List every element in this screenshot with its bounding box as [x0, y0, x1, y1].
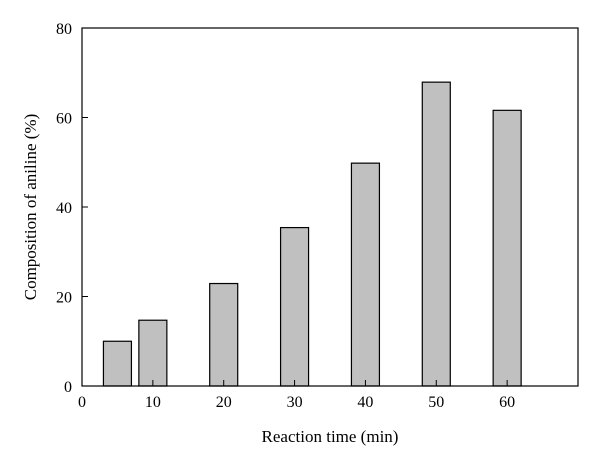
bar-5-min	[102, 340, 133, 387]
y-tick-label: 60	[56, 111, 72, 128]
y-tick-label: 20	[56, 290, 72, 307]
x-tick-label: 50	[428, 394, 444, 411]
y-tick-label: 80	[56, 21, 72, 38]
bar-30-min	[279, 226, 310, 387]
plot-frame	[81, 27, 579, 387]
x-tick-label: 40	[357, 394, 373, 411]
bar-60-min	[492, 109, 522, 387]
x-axis-label: Reaction time (min)	[262, 427, 399, 446]
x-tick-label: 60	[499, 394, 515, 411]
y-axis-ticks: 0 20 40 60 80	[56, 21, 88, 396]
bar-50-min	[421, 81, 451, 387]
x-tick-label: 20	[216, 394, 232, 411]
x-tick-label: 30	[287, 394, 303, 411]
bar-20-min	[209, 282, 239, 387]
y-tick-label: 40	[56, 200, 72, 217]
y-axis-label: Composition of aniline (%)	[21, 114, 40, 301]
bar-10-min	[138, 319, 168, 387]
y-tick-label: 0	[64, 379, 72, 396]
x-axis-ticks: 0 10 20 30 40 50 60	[78, 380, 515, 411]
x-tick-label: 10	[145, 394, 161, 411]
bars-group	[102, 81, 522, 387]
bar-40-min	[350, 162, 381, 387]
x-tick-label: 0	[78, 394, 86, 411]
